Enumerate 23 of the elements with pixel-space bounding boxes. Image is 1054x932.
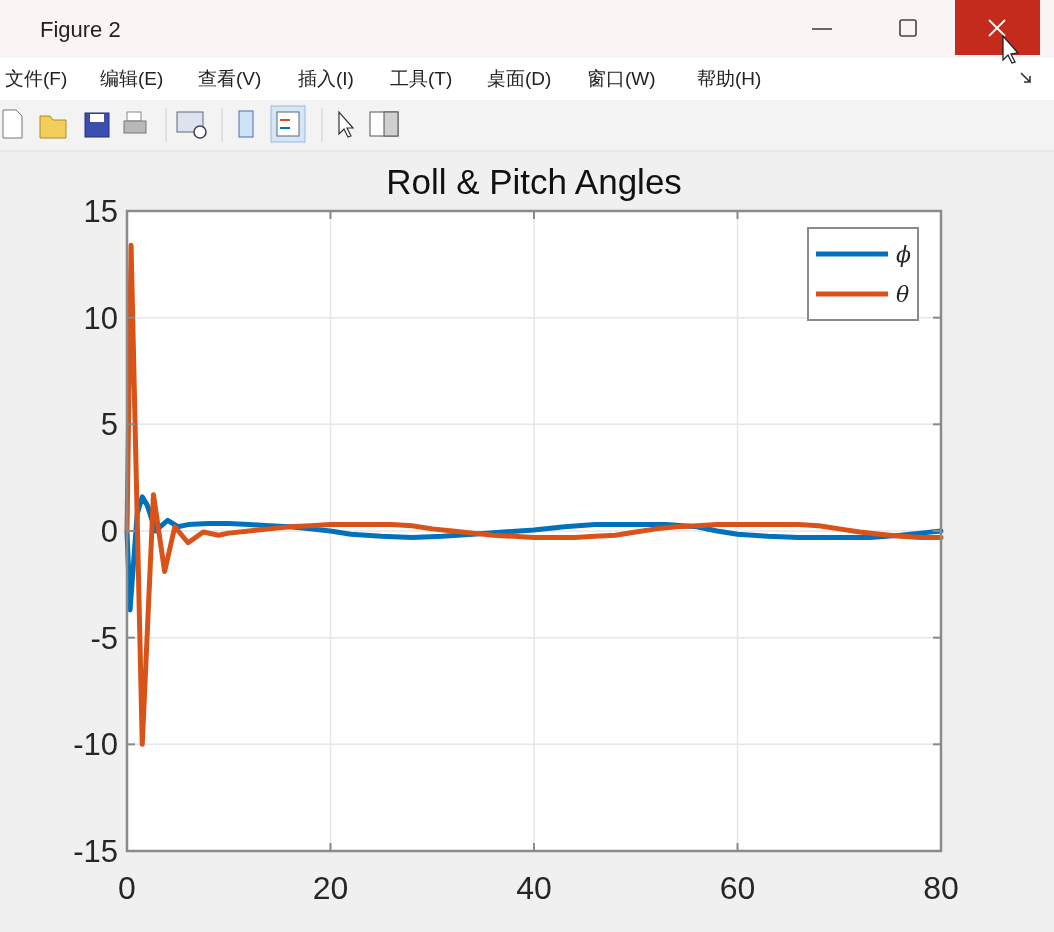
x-tick-label: 80 bbox=[923, 870, 959, 906]
legend-label: ϕ bbox=[896, 242, 911, 267]
y-tick-label: 5 bbox=[100, 407, 118, 443]
text: 查看(V) bbox=[198, 68, 262, 89]
text: 编辑(E) bbox=[100, 68, 164, 89]
text: 帮助(H) bbox=[697, 68, 762, 89]
text: 插入(I) bbox=[298, 68, 354, 89]
text: 桌面(D) bbox=[487, 68, 552, 89]
y-tick-label: 0 bbox=[100, 514, 118, 549]
x-tick-label: 20 bbox=[312, 870, 349, 906]
x-tick-label: 60 bbox=[719, 870, 756, 906]
x-tick-label: 40 bbox=[516, 870, 552, 906]
y-tick-label: -15 bbox=[73, 834, 118, 869]
y-tick-label: -5 bbox=[90, 620, 118, 656]
text: 窗口(W) bbox=[587, 68, 656, 89]
caption: Figure 2 bbox=[40, 17, 121, 42]
legend-label: θ bbox=[896, 282, 910, 307]
chart-title: Roll & Pitch Angles bbox=[386, 162, 682, 201]
text: 文件(F) bbox=[5, 68, 68, 89]
y-tick-label: 15 bbox=[83, 194, 118, 229]
y-tick-label: -10 bbox=[73, 727, 118, 763]
y-tick-label: 10 bbox=[83, 300, 118, 336]
text: 工具(T) bbox=[390, 68, 453, 89]
